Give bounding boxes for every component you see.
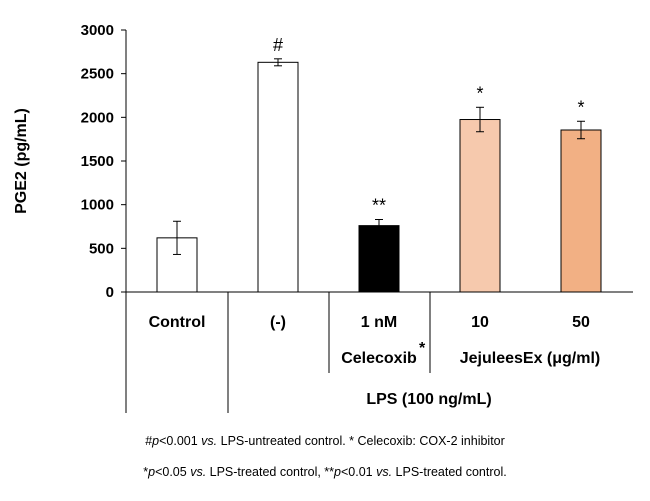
category-label: 10 bbox=[471, 314, 489, 331]
footnote-vs: vs. bbox=[190, 465, 207, 479]
footnote-p: p bbox=[334, 465, 341, 479]
significance-label: ** bbox=[372, 196, 386, 216]
category-label: 1 nM bbox=[361, 314, 397, 331]
lps-label: LPS (100 ng/mL) bbox=[366, 391, 491, 408]
bar bbox=[459, 119, 501, 293]
footnote-text: LPS-treated control. bbox=[392, 465, 507, 479]
footnote-p: p bbox=[152, 434, 160, 448]
footnote-value: <0.01 bbox=[340, 465, 377, 479]
footnote-p: p bbox=[148, 465, 156, 479]
footnote-line-2: *p<0.05 vs. LPS-treated control, **p<0.0… bbox=[0, 465, 650, 479]
significance-label: * bbox=[476, 83, 483, 103]
bar bbox=[358, 225, 400, 293]
category-label: (-) bbox=[270, 314, 286, 331]
footnote-double-star: ** bbox=[324, 465, 335, 479]
y-axis-title: PGE2 (pg/mL) bbox=[13, 108, 30, 214]
y-tick-label: 500 bbox=[89, 240, 114, 257]
category-label: 50 bbox=[572, 314, 590, 331]
y-tick-label: 1000 bbox=[81, 197, 114, 214]
y-tick-label: 3000 bbox=[81, 22, 114, 39]
bar bbox=[560, 129, 602, 293]
jejulees-label: JejuleesEx (μg/ml) bbox=[460, 350, 601, 367]
y-tick-label: 0 bbox=[106, 284, 114, 301]
footnote-text: LPS-treated control, bbox=[206, 465, 325, 479]
footnote-star: * bbox=[143, 465, 149, 479]
significance-label: # bbox=[273, 35, 283, 55]
footnote-hash: # bbox=[145, 434, 153, 448]
footnote-vs: vs. bbox=[376, 465, 393, 479]
celecoxib-label: Celecoxib bbox=[341, 350, 417, 367]
celecoxib-mark: * bbox=[419, 340, 426, 357]
bar bbox=[257, 61, 299, 293]
footnote-value: <0.05 bbox=[155, 465, 191, 479]
category-label: Control bbox=[149, 314, 206, 331]
footnote-value: <0.001 bbox=[159, 434, 202, 448]
y-tick-label: 2000 bbox=[81, 109, 114, 126]
footnote-vs: vs. bbox=[201, 434, 218, 448]
y-tick-label: 2500 bbox=[81, 66, 114, 83]
footnote-text: LPS-untreated control. * Celecoxib: COX-… bbox=[217, 434, 505, 448]
significance-label: * bbox=[577, 97, 584, 117]
bar-chart: PGE2 (pg/mL) 0 500 1000 1500 2000 2500 3000 Co… bbox=[13, 22, 633, 413]
y-tick-label: 1500 bbox=[81, 153, 114, 170]
footnote-line-1: #p<0.001 vs. LPS-untreated control. * Ce… bbox=[0, 434, 650, 448]
